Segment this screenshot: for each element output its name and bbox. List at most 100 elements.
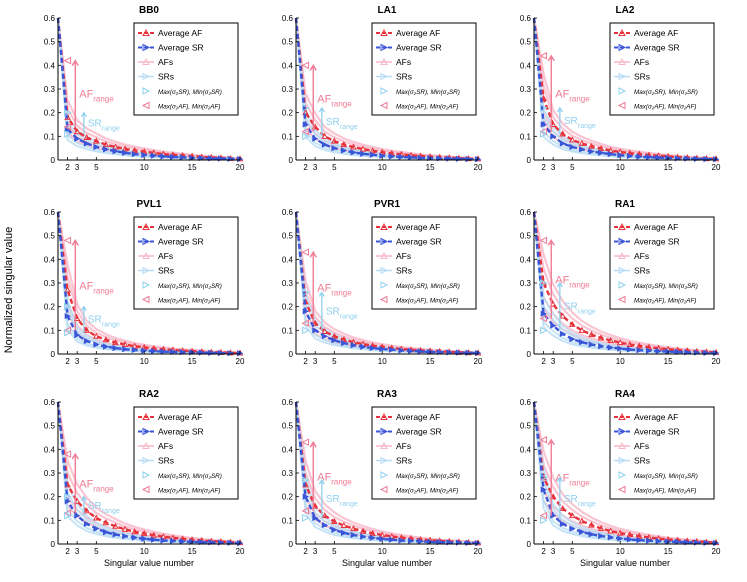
sr-range-arrowhead <box>318 291 325 297</box>
x-tick-label: 3 <box>551 163 556 172</box>
y-tick-label: 0.6 <box>44 398 56 407</box>
sr-point <box>102 146 110 153</box>
sr-point <box>540 121 547 128</box>
x-tick-label: 10 <box>616 357 625 366</box>
legend-box <box>609 406 715 500</box>
af-point <box>607 527 614 534</box>
sr-range-subscript: range <box>102 125 120 132</box>
af-point <box>340 522 348 529</box>
y-tick-label: 0 <box>289 350 294 359</box>
af-point <box>73 128 81 135</box>
y-tick-label: 0.4 <box>520 61 532 70</box>
x-tick-label: 2 <box>541 357 546 366</box>
legend-label-afs: AFs <box>634 57 649 67</box>
sr-range-arrowhead <box>556 281 563 288</box>
y-tick-label: 0 <box>51 350 56 359</box>
af-point <box>64 286 71 293</box>
legend-marker <box>617 101 626 110</box>
sr-range-label: SR <box>326 117 340 128</box>
x-tick-label: 3 <box>313 357 318 366</box>
af-minmax-marker <box>539 511 548 520</box>
y-tick-label: 0.6 <box>282 208 294 217</box>
af-point <box>321 327 329 335</box>
sr-point <box>112 531 119 538</box>
sr-minmax-marker <box>64 108 72 117</box>
sr-range-label: SR <box>326 494 340 505</box>
sr-minmax-marker <box>302 104 310 112</box>
legend-marker <box>618 87 627 95</box>
legend-marker <box>142 237 151 246</box>
legend-marker <box>142 251 150 259</box>
legend-label-average-sr: Average SR <box>158 427 204 437</box>
af-point <box>83 507 91 514</box>
legend-label-srs: SRs <box>396 456 412 466</box>
x-tick-label: 2 <box>65 357 70 366</box>
legend-label-sr-minmax: Max(σ₂SR), Min(σ₂SR) <box>158 283 222 290</box>
x-tick-label: 3 <box>551 547 556 556</box>
legend-marker <box>379 295 388 304</box>
sr-minmax-marker <box>540 130 548 138</box>
y-tick-label: 0.2 <box>520 109 532 118</box>
af-point <box>597 145 605 152</box>
sr-range-label: SR <box>564 116 578 127</box>
sr-point <box>340 339 348 347</box>
sr-point <box>360 343 367 351</box>
af-minmax-marker <box>301 127 310 136</box>
sr-point <box>198 538 206 546</box>
sr-point <box>179 154 186 161</box>
sr-point <box>417 348 424 355</box>
y-tick-label: 0.3 <box>282 279 294 288</box>
sr-point <box>312 327 319 334</box>
legend-label-average-sr: Average SR <box>158 43 204 53</box>
sr-point <box>646 154 653 161</box>
af-range-arrowhead <box>309 250 317 258</box>
sr-point <box>170 348 177 356</box>
af-range-label: AF <box>555 89 569 101</box>
y-tick-label: 0.2 <box>44 493 56 502</box>
legend-label-average-sr: Average SR <box>396 427 442 437</box>
sr-point <box>340 147 348 154</box>
sr-point <box>617 535 624 542</box>
sr-point <box>150 348 158 355</box>
y-tick-label: 0 <box>51 156 56 165</box>
legend-label-afs: AFs <box>634 441 649 451</box>
af-point <box>568 136 576 143</box>
af-point <box>131 528 138 535</box>
legend-label-average-sr: Average SR <box>634 43 680 53</box>
legend-marker <box>618 441 626 449</box>
af-point <box>92 332 100 339</box>
sr-point <box>64 312 71 320</box>
y-tick-label: 0.4 <box>520 445 532 454</box>
sr-range-subscript: range <box>578 123 596 130</box>
x-tick-label: 20 <box>474 547 483 556</box>
legend-label-average-af: Average AF <box>158 222 202 232</box>
y-tick-label: 0.6 <box>44 14 56 23</box>
sr-minmax-marker <box>64 130 72 138</box>
legend-marker <box>380 43 389 52</box>
sr-point <box>93 525 100 532</box>
legend-marker <box>380 251 388 259</box>
y-tick-label: 0.2 <box>282 493 294 502</box>
sr-range-subscript: range <box>102 508 120 515</box>
sr-point <box>550 322 557 329</box>
sr-range-label: SR <box>88 501 102 512</box>
sr-point <box>617 345 624 352</box>
af-point <box>636 342 643 349</box>
y-tick-label: 0.1 <box>520 132 532 141</box>
sr-point <box>379 535 386 543</box>
x-tick-label: 20 <box>236 357 245 366</box>
x-tick-label: 15 <box>188 547 197 556</box>
sr-point <box>302 121 309 128</box>
x-tick-label: 15 <box>664 547 673 556</box>
sr-minmax-marker <box>302 132 310 141</box>
sr-minmax-marker <box>540 279 548 287</box>
y-tick-label: 0 <box>289 540 294 549</box>
sr-point <box>74 512 81 519</box>
sr-point <box>321 141 329 148</box>
legend-label-af-minmax: Max(σ₂AF), Min(σ₂AF) <box>158 298 220 305</box>
sr-point <box>321 521 329 529</box>
legend-marker <box>142 427 151 436</box>
sr-point <box>569 525 576 532</box>
